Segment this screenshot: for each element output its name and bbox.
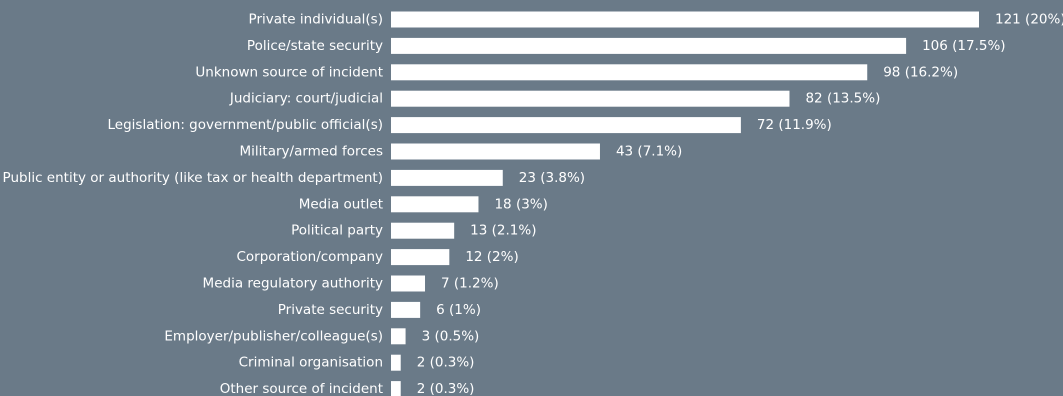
category-label: Employer/publisher/colleague(s) bbox=[164, 328, 383, 344]
bar bbox=[391, 354, 401, 371]
data-label: 13 (2.1%) bbox=[470, 223, 536, 239]
bar bbox=[391, 301, 421, 318]
data-label: 121 (20%) bbox=[995, 12, 1063, 28]
bar bbox=[391, 11, 979, 28]
data-label: 98 (16.2%) bbox=[883, 64, 958, 80]
bar bbox=[391, 169, 503, 186]
bar bbox=[391, 90, 790, 107]
bar bbox=[391, 381, 401, 396]
bar bbox=[391, 37, 907, 54]
category-label: Criminal organisation bbox=[239, 355, 383, 371]
category-label: Media regulatory authority bbox=[203, 276, 383, 292]
data-label: 3 (0.5%) bbox=[422, 328, 480, 344]
category-label: Political party bbox=[291, 223, 383, 239]
data-label: 43 (7.1%) bbox=[616, 144, 682, 160]
category-label: Unknown source of incident bbox=[195, 64, 383, 80]
data-label: 106 (17.5%) bbox=[922, 38, 1005, 54]
category-label: Judiciary: court/judicial bbox=[229, 91, 383, 107]
bar bbox=[391, 328, 406, 345]
data-label: 23 (3.8%) bbox=[519, 170, 585, 186]
data-label: 7 (1.2%) bbox=[441, 276, 499, 292]
bar bbox=[391, 196, 479, 213]
category-label: Public entity or authority (like tax or … bbox=[3, 170, 383, 186]
bar bbox=[391, 275, 426, 292]
data-label: 2 (0.3%) bbox=[417, 355, 475, 371]
data-label: 12 (2%) bbox=[465, 249, 518, 265]
category-labels: Private individual(s) Police/state securi… bbox=[3, 12, 383, 396]
category-label: Private individual(s) bbox=[249, 12, 383, 28]
category-label: Military/armed forces bbox=[240, 144, 383, 160]
bars bbox=[391, 11, 979, 396]
category-label: Police/state security bbox=[247, 38, 383, 54]
data-label: 6 (1%) bbox=[436, 302, 481, 318]
category-label: Legislation: government/public official(… bbox=[108, 117, 384, 133]
bar bbox=[391, 249, 450, 266]
bar bbox=[391, 143, 600, 160]
bar bbox=[391, 222, 455, 239]
data-label: 82 (13.5%) bbox=[805, 91, 880, 107]
bar bbox=[391, 64, 868, 81]
value-labels: 121 (20%) 106 (17.5%) 98 (16.2%)82 (13.5%)… bbox=[417, 12, 1063, 396]
data-label: 2 (0.3%) bbox=[417, 381, 475, 396]
category-label: Private security bbox=[278, 302, 383, 318]
category-label: Other source of incident bbox=[220, 381, 383, 396]
data-label: 18 (3%) bbox=[494, 196, 547, 212]
category-label: Media outlet bbox=[299, 196, 383, 212]
bar bbox=[391, 117, 741, 134]
category-label: Corporation/company bbox=[236, 249, 383, 265]
data-label: 72 (11.9%) bbox=[757, 117, 832, 133]
